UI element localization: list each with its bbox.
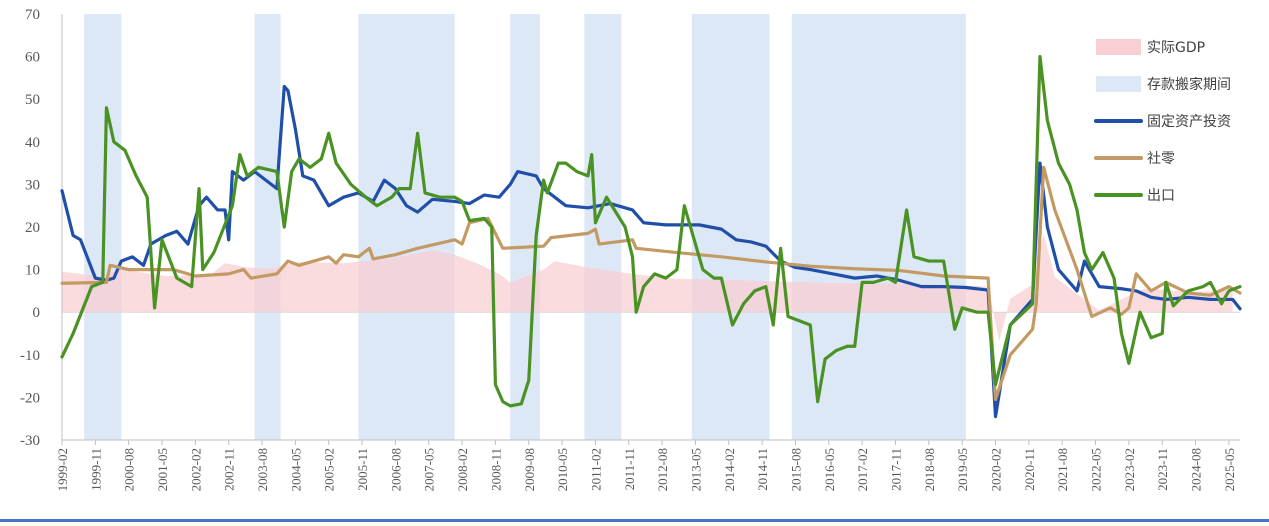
x-tick-label: 2017-11 (888, 448, 903, 491)
y-tick-label: 20 (25, 220, 40, 236)
y-tick-label: -10 (20, 348, 40, 364)
x-tick-label: 2004-05 (288, 448, 303, 491)
legend-label-4: 出口 (1147, 188, 1175, 204)
series-line-1 (60, 165, 1242, 402)
y-tick-label: 50 (25, 92, 40, 108)
y-tick-label: -30 (20, 433, 40, 449)
x-tick-label: 2021-08 (1055, 448, 1070, 491)
legend-label-0: 实际GDP (1147, 40, 1205, 56)
y-tick-label: 0 (33, 305, 41, 321)
x-tick-label: 2014-02 (722, 448, 737, 491)
x-tick-label: 2005-11 (355, 448, 370, 491)
legend-label-3: 社零 (1147, 151, 1175, 167)
series-line-2 (60, 55, 1242, 408)
x-tick-label: 2011-02 (588, 448, 603, 491)
y-tick-label: 60 (25, 50, 40, 66)
x-tick-label: 2023-11 (1155, 448, 1170, 491)
x-tick-label: 2003-08 (255, 448, 270, 491)
x-tick-label: 2012-08 (655, 448, 670, 491)
gdp-area (62, 234, 1233, 342)
bottom-border (0, 519, 1269, 522)
x-tick-label: 2015-08 (788, 448, 803, 491)
x-tick-label: 2000-08 (122, 448, 137, 491)
y-tick-label: 70 (25, 7, 40, 23)
shaded-period-6 (791, 14, 966, 440)
x-tick-label: 2020-11 (1022, 448, 1037, 491)
shaded-period-2 (358, 14, 455, 440)
x-tick-label: 2022-05 (1089, 448, 1104, 491)
legend-label-2: 固定资产投资 (1147, 114, 1231, 130)
y-tick-label: 40 (25, 135, 40, 151)
shaded-period-4 (584, 14, 622, 440)
y-tick-label: -20 (20, 390, 40, 406)
legend-swatch-1 (1096, 76, 1141, 92)
legend-swatch-0 (1096, 39, 1141, 55)
x-tick-label: 2020-02 (989, 448, 1004, 491)
x-tick-label: 2011-11 (622, 448, 637, 490)
x-tick-label: 2017-02 (855, 448, 870, 491)
y-tick-label: 30 (25, 177, 40, 193)
x-tick-label: 2005-02 (322, 448, 337, 491)
series-line-0 (60, 84, 1242, 419)
x-tick-label: 2006-08 (388, 448, 403, 491)
legend-label-1: 存款搬家期间 (1147, 76, 1231, 93)
shaded-period-3 (510, 14, 540, 440)
x-tick-label: 2016-05 (822, 448, 837, 491)
x-tick-label: 2002-11 (222, 448, 237, 491)
y-tick-label: 10 (25, 263, 40, 279)
x-tick-label: 2001-05 (155, 448, 170, 491)
x-tick-label: 2018-08 (922, 448, 937, 491)
x-tick-label: 2013-05 (688, 448, 703, 491)
x-tick-label: 2025-05 (1222, 448, 1237, 491)
x-tick-label: 2002-02 (188, 448, 203, 491)
x-tick-label: 2008-11 (488, 448, 503, 491)
x-tick-label: 2023-02 (1122, 448, 1137, 491)
x-tick-label: 2008-02 (455, 448, 470, 491)
x-tick-label: 2009-08 (522, 448, 537, 491)
x-tick-label: 1999-02 (55, 448, 70, 491)
x-tick-label: 2024-08 (1189, 448, 1204, 491)
x-tick-label: 2014-11 (755, 448, 770, 491)
x-tick-label: 2019-05 (955, 448, 970, 491)
x-tick-label: 1999-11 (88, 448, 103, 491)
shaded-period-1 (254, 14, 281, 440)
x-tick-label: 2010-05 (555, 448, 570, 491)
x-tick-label: 2007-05 (422, 448, 437, 491)
